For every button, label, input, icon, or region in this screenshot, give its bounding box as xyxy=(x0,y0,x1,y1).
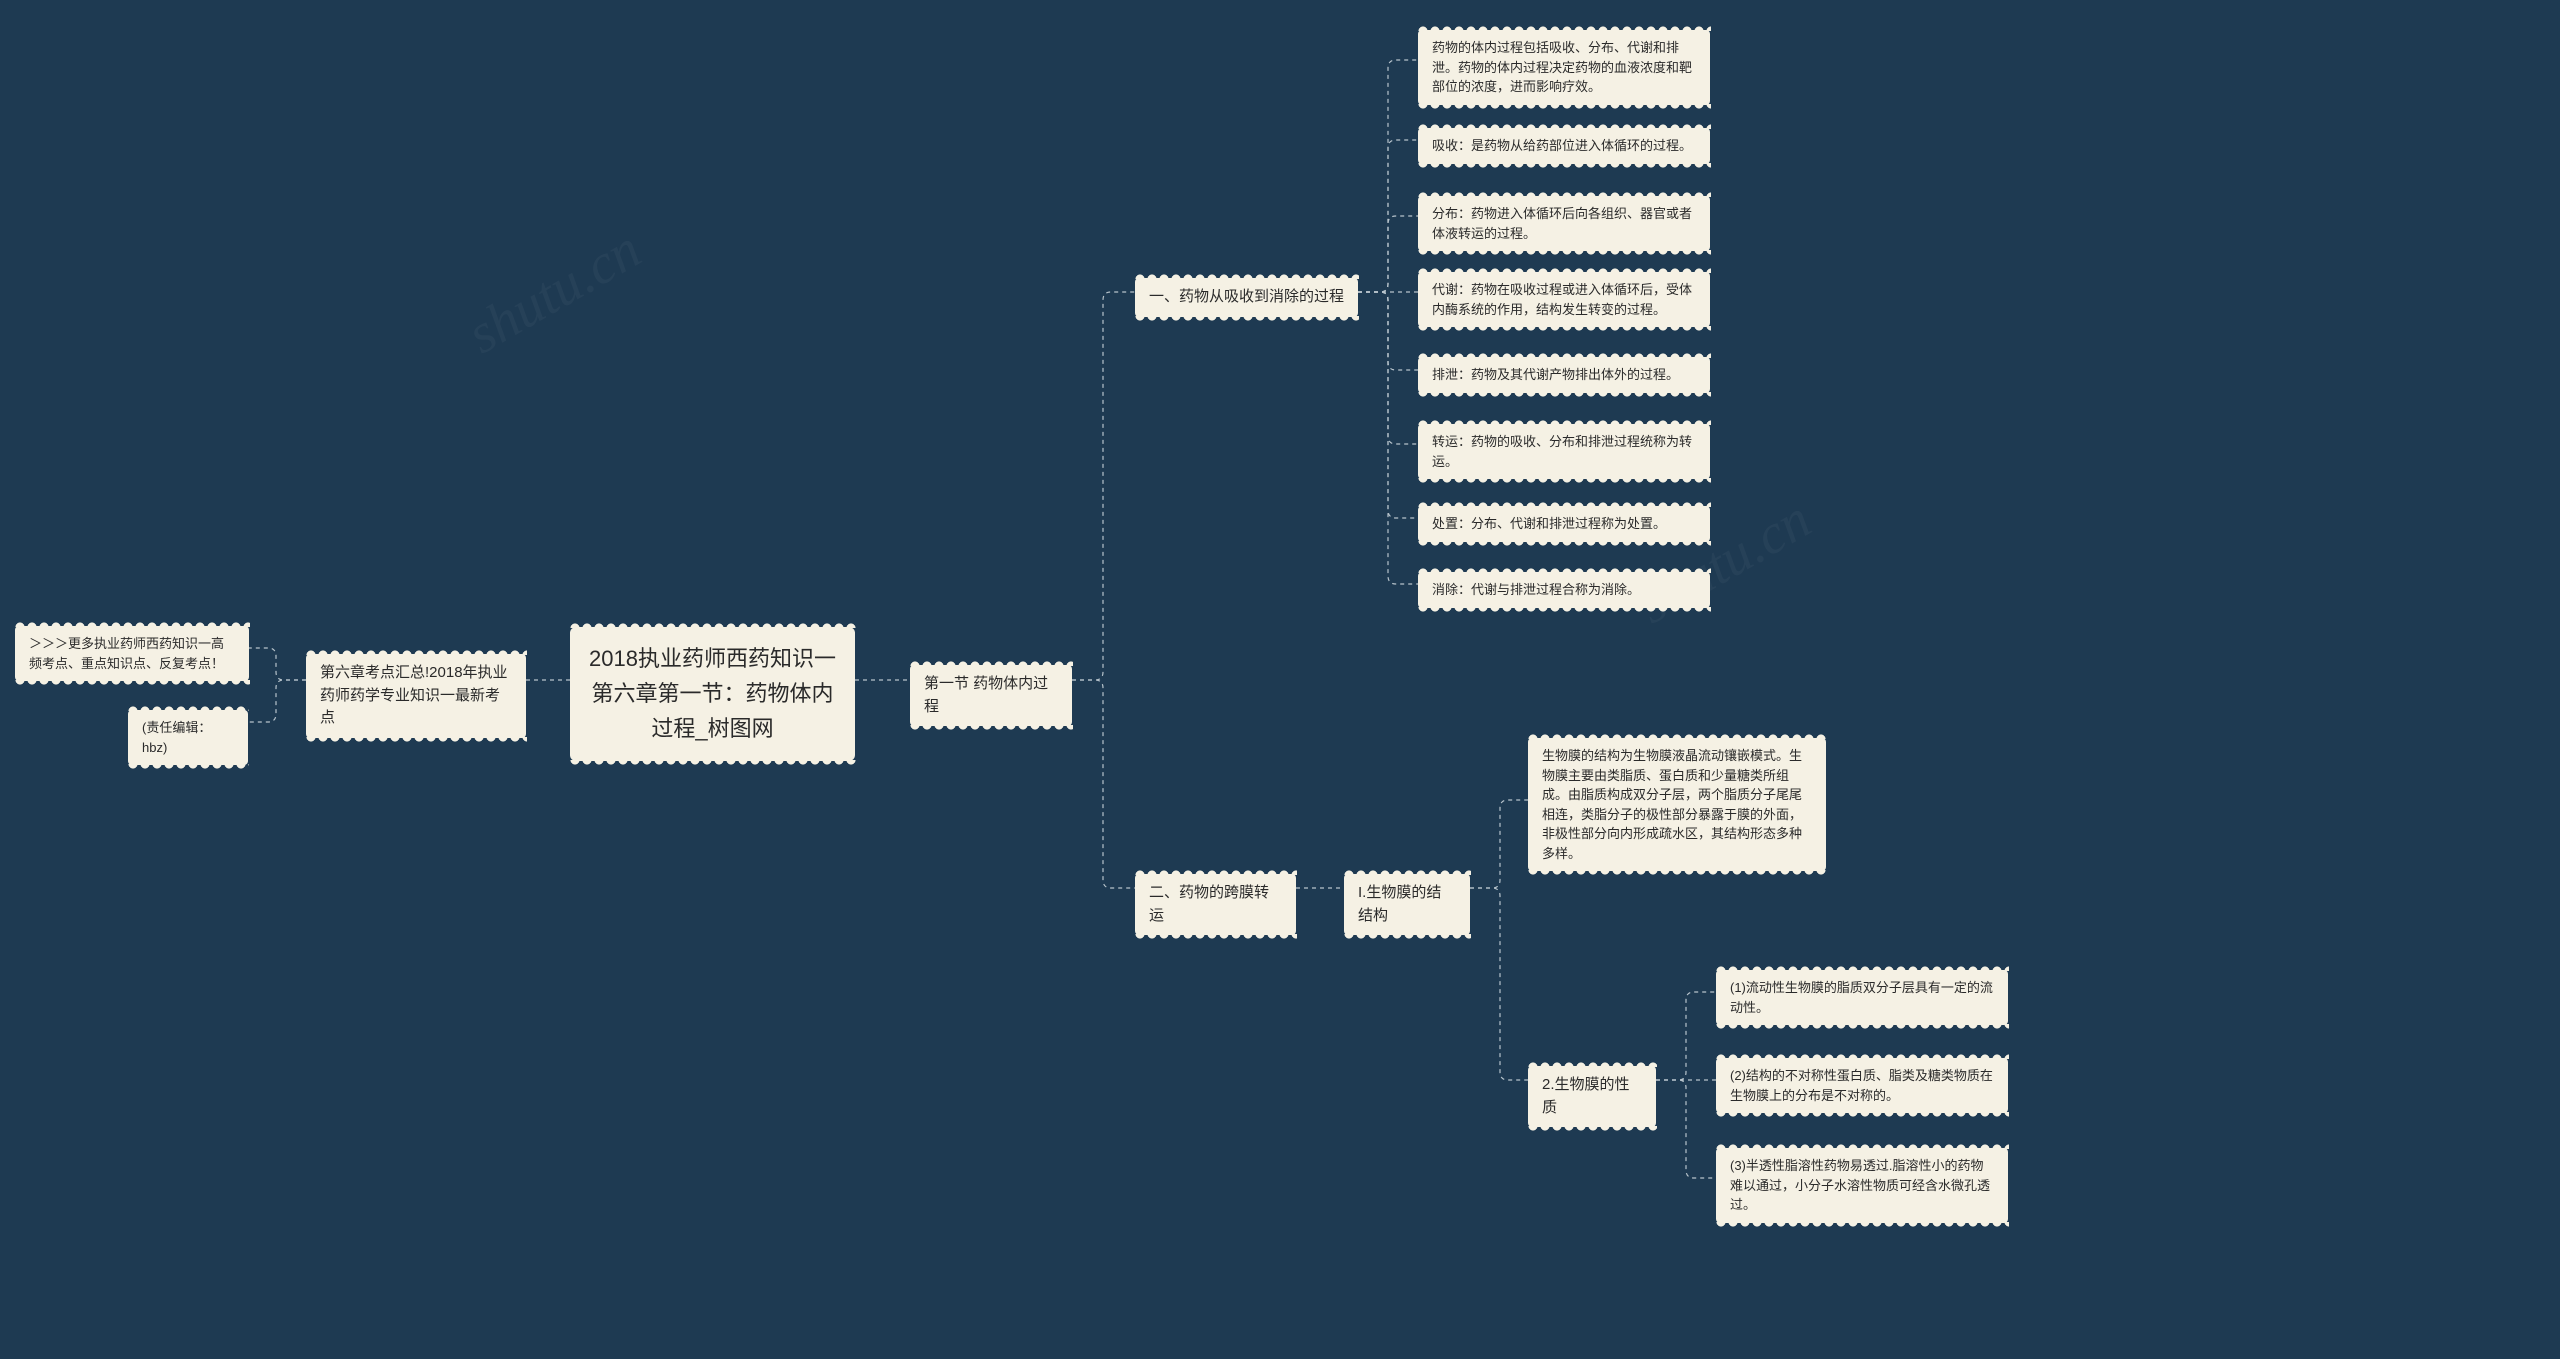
root-node: 2018执业药师西药知识一第六章第一节：药物体内过程_树图网 xyxy=(570,627,855,761)
branch-b-title: 二、药物的跨膜转运 xyxy=(1135,874,1296,935)
leaf-a-2: 分布：药物进入体循环后向各组织、器官或者体液转运的过程。 xyxy=(1418,196,1710,251)
branch-a-title: 一、药物从吸收到消除的过程 xyxy=(1135,278,1358,317)
left-level1: 第六章考点汇总!2018年执业药师药学专业知识一最新考点 xyxy=(306,654,526,738)
leaf-a-0: 药物的体内过程包括吸收、分布、代谢和排泄。药物的体内过程决定药物的血液浓度和靶部… xyxy=(1418,30,1710,105)
sub2-title: 2.生物膜的性质 xyxy=(1528,1066,1656,1127)
left-leaf-1: ＞＞＞更多执业药师西药知识一高频考点、重点知识点、反复考点！ xyxy=(15,626,249,681)
sub2-leaf-0: (1)流动性生物膜的脂质双分子层具有一定的流动性。 xyxy=(1716,970,2008,1025)
leaf-a-6: 处置：分布、代谢和排泄过程称为处置。 xyxy=(1418,506,1710,542)
sub-i-leaf: 生物膜的结构为生物膜液晶流动镶嵌模式。生物膜主要由类脂质、蛋白质和少量糖类所组成… xyxy=(1528,738,1826,871)
sub2-leaf-1: (2)结构的不对称性蛋白质、脂类及糖类物质在生物膜上的分布是不对称的。 xyxy=(1716,1058,2008,1113)
sub2-leaf-2: (3)半透性脂溶性药物易透过.脂溶性小的药物难以通过，小分子水溶性物质可经含水微… xyxy=(1716,1148,2008,1223)
left-leaf-2: (责任编辑：hbz) xyxy=(128,710,248,765)
watermark: shutu.cn xyxy=(457,217,652,367)
leaf-a-4: 排泄：药物及其代谢产物排出体外的过程。 xyxy=(1418,357,1710,393)
leaf-a-3: 代谢：药物在吸收过程或进入体循环后，受体内酶系统的作用，结构发生转变的过程。 xyxy=(1418,272,1710,327)
right-level1: 第一节 药物体内过程 xyxy=(910,665,1072,726)
leaf-a-1: 吸收：是药物从给药部位进入体循环的过程。 xyxy=(1418,128,1710,164)
leaf-a-5: 转运：药物的吸收、分布和排泄过程统称为转运。 xyxy=(1418,424,1710,479)
sub-i-title: I.生物膜的结结构 xyxy=(1344,874,1470,935)
leaf-a-7: 消除：代谢与排泄过程合称为消除。 xyxy=(1418,572,1710,608)
